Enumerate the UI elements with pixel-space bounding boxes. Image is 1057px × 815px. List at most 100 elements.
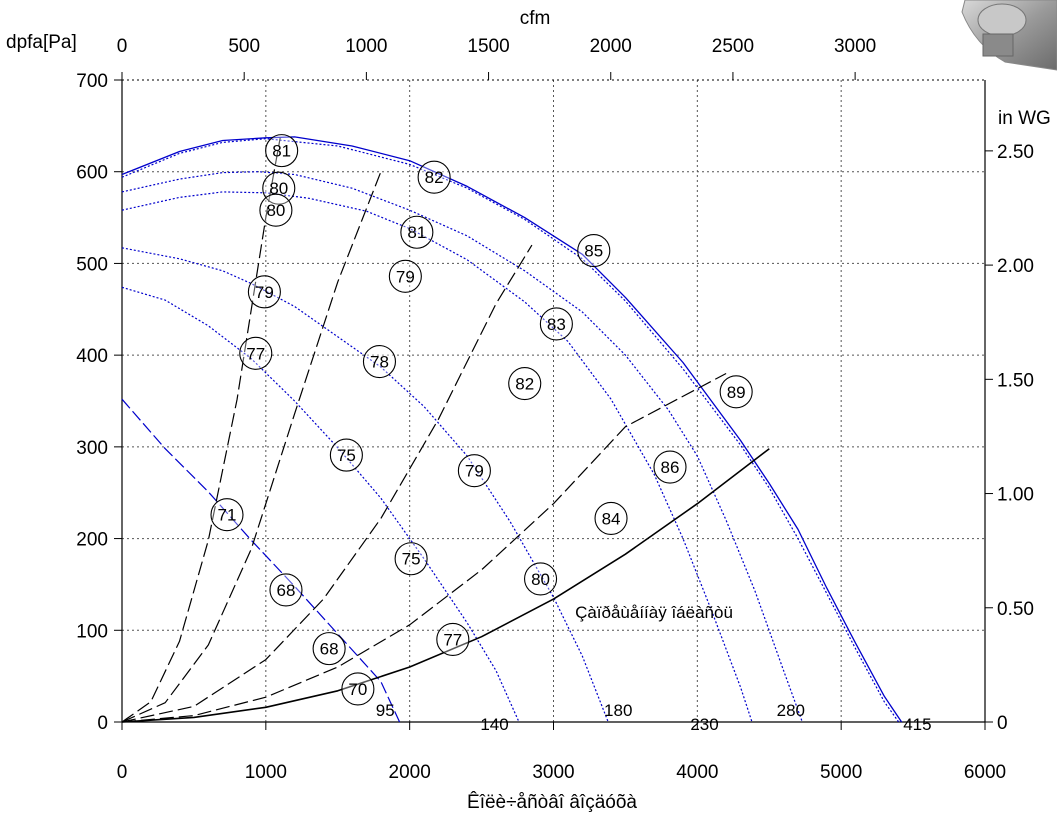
y-tick-label: 200: [76, 530, 108, 551]
system-curve-line: [121, 171, 382, 723]
efficiency-marker-label: 75: [337, 446, 356, 465]
efficiency-marker-circle: [719, 375, 753, 409]
efficiency-marker-label: 75: [402, 550, 421, 569]
x-tick-label: 6000: [964, 762, 1006, 783]
efficiency-marker-label: 70: [348, 680, 367, 699]
efficiency-marker-circle: [594, 501, 628, 535]
y-tick-label: 500: [76, 254, 108, 275]
curve-end-label: 415: [903, 715, 931, 734]
efficiency-marker-circle: [653, 450, 687, 484]
fan-curve-line: [121, 398, 401, 723]
efficiency-marker-circle: [362, 345, 397, 379]
y-tick-label: 400: [76, 346, 108, 367]
top-tick-label: 3000: [834, 36, 876, 57]
y-tick-label: 600: [76, 163, 108, 184]
efficiency-marker-circle: [259, 193, 293, 227]
efficiency-marker-circle: [388, 259, 422, 293]
efficiency-marker-label: 80: [269, 179, 288, 198]
system-curve-line: [121, 137, 281, 723]
efficiency-marker-label: 89: [727, 383, 746, 402]
top-tick-label: 0: [117, 36, 128, 57]
system-curve-line: [121, 372, 727, 723]
grid: [122, 79, 986, 722]
x-tick-label: 5000: [820, 762, 862, 783]
efficiency-marker-circle: [341, 672, 375, 706]
x-tick-label: 1000: [245, 762, 287, 783]
right-tick-label: 0: [997, 713, 1008, 734]
right-tick-label: 0.50: [997, 599, 1034, 620]
right-tick-label: 1.50: [997, 370, 1034, 391]
fan-curve-line: [121, 286, 520, 723]
x-tick-label: 2000: [389, 762, 431, 783]
top-tick-label: 500: [228, 36, 260, 57]
efficiency-marker-label: 80: [266, 201, 285, 220]
efficiency-marker-label: 77: [443, 630, 462, 649]
top-tick-label: 2500: [712, 36, 754, 57]
curve-end-label: 280: [777, 701, 805, 720]
axis-texts: 0 1000 2000 3000 4000 5000 6000010020030040050…: [76, 36, 1034, 783]
efficiency-marker-label: 79: [465, 462, 484, 481]
efficiency-marker-circle: [539, 307, 573, 341]
efficiency-marker-circle: [312, 632, 346, 666]
plot-frame: [114, 72, 993, 730]
efficiency-marker-label: 77: [246, 344, 265, 363]
efficiency-marker-label: 83: [547, 315, 566, 334]
top-tick-label: 1000: [345, 36, 387, 57]
fan-curve-line: [121, 136, 903, 723]
curve-end-label: 95: [376, 701, 395, 720]
efficiency-marker-label: 81: [272, 142, 291, 161]
efficiency-marker-label: 79: [255, 283, 274, 302]
efficiency-marker-circle: [394, 542, 428, 576]
efficiency-marker-circle: [457, 454, 491, 488]
efficiency-markers: 81 82 80 80 81 85 79 79 83 77 78 82 89 75 79 86 71 84 75 68…: [210, 134, 753, 706]
efficiency-marker-circle: [210, 498, 244, 532]
y-tick-label: 300: [76, 438, 108, 459]
curves: [121, 136, 903, 723]
right-tick-label: 2.00: [997, 256, 1034, 277]
top-axis-title: cfm: [520, 8, 551, 29]
top-tick-label: 1500: [467, 36, 509, 57]
curve-end-label: 140: [480, 715, 508, 734]
efficiency-marker-circle: [400, 215, 434, 249]
y-tick-label: 0: [97, 713, 108, 734]
efficiency-marker-label: 71: [218, 506, 237, 525]
x-axis-title: Êîëè÷åñòâî âîçäóõà: [467, 791, 637, 813]
efficiency-marker-label: 79: [396, 267, 415, 286]
fan-photo: [961, 0, 1057, 71]
efficiency-marker-circle: [417, 160, 451, 194]
efficiency-marker-label: 68: [320, 640, 339, 659]
efficiency-marker-label: 84: [602, 509, 621, 528]
fan-curve-line: [121, 171, 803, 723]
y-axis-title: dpfa[Pa]: [6, 32, 77, 53]
right-axis-title: in WG: [998, 108, 1051, 129]
y-tick-label: 100: [76, 621, 108, 642]
efficiency-marker-circle: [265, 134, 299, 168]
efficiency-marker-circle: [247, 275, 281, 309]
efficiency-marker-circle: [329, 438, 363, 472]
system-curve-line: [121, 448, 770, 723]
x-tick-label: 4000: [676, 762, 718, 783]
curve-end-label: 230: [690, 715, 718, 734]
efficiency-marker-label: 78: [370, 353, 389, 372]
efficiency-marker-circle: [524, 562, 558, 596]
right-tick-label: 1.00: [997, 485, 1034, 506]
efficiency-marker-label: 81: [407, 223, 426, 242]
x-tick-label: 0: [117, 762, 128, 783]
top-tick-label: 2000: [590, 36, 632, 57]
efficiency-marker-label: 80: [531, 570, 550, 589]
fan-curve-line: [121, 247, 609, 723]
right-tick-label: 2.50: [997, 142, 1034, 163]
efficiency-marker-circle: [508, 367, 542, 401]
fan-curve-line: [121, 138, 900, 723]
efficiency-marker-label: 86: [661, 458, 680, 477]
efficiency-marker-circle: [239, 336, 273, 370]
efficiency-marker-circle: [577, 234, 611, 268]
efficiency-marker-circle: [269, 573, 303, 607]
y-tick-label: 700: [76, 71, 108, 92]
x-tick-label: 3000: [532, 762, 574, 783]
system-curve-line: [121, 244, 533, 723]
efficiency-marker-label: 82: [425, 168, 444, 187]
curve-end-label: 180: [604, 701, 632, 720]
fan-curve-line: [121, 191, 753, 723]
